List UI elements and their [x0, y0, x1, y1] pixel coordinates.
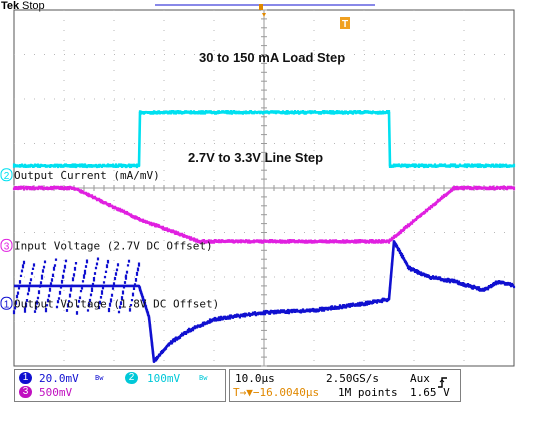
channel-marker-text-ch2: 2: [4, 171, 10, 182]
channel-name-ch3: Input Voltage (2.7V DC Offset): [14, 239, 213, 252]
waveform-plot: T 2 Output Current (mA/mV) 3 Input Voltage …: [0, 4, 516, 367]
acquisition-status: Stop: [22, 0, 45, 12]
trigger-position-arrow: [262, 13, 266, 17]
status-footer: 1 20.0mV Bw 2 100mV Bw 3 500mV 10.0µs 2.…: [0, 368, 533, 421]
channel-marker-text-ch1: 1: [4, 299, 10, 310]
record-position-marker: [259, 4, 263, 10]
trace-labels: 2 Output Current (mA/mV) 3 Input Voltage (2…: [0, 50, 345, 310]
trace-label-ch2: 2 Output Current (mA/mV): [0, 168, 160, 182]
rising-edge-icon: [438, 373, 448, 388]
brand-label: Tek: [1, 0, 20, 12]
ch2-badge: 2: [125, 372, 138, 384]
traces: [12, 110, 516, 363]
ch2-bandwidth-suffix: Bw: [199, 374, 208, 382]
channel-scale-panel: 1 20.0mV Bw 2 100mV Bw 3 500mV: [14, 369, 226, 402]
trigger-source: Aux: [410, 372, 430, 385]
annotation-1: 30 to 150 mA Load Step: [199, 50, 345, 65]
trace-label-ch1: 1 Output Voltage (1.8V DC Offset): [0, 296, 219, 310]
channel-marker-text-ch3: 3: [4, 241, 10, 252]
trace-ch1-envelope: [14, 240, 515, 363]
ch1-scale: 20.0mV: [39, 372, 79, 385]
annotation-2: 2.7V to 3.3V Line Step: [188, 150, 323, 165]
trigger-marker-letter: T: [342, 19, 348, 30]
ch3-scale: 500mV: [39, 386, 73, 399]
ch3-badge: 3: [19, 386, 32, 398]
ch1-badge: 1: [19, 372, 32, 384]
trigger-marker-t: [340, 17, 350, 29]
channel-name-ch2: Output Current (mA/mV): [14, 169, 160, 182]
channel-marker-ch3: [0, 238, 13, 252]
markers: T: [155, 4, 375, 30]
ch2-scale: 100mV: [147, 372, 181, 385]
trace-ch2-envelope: [14, 111, 514, 168]
channel-marker-ch2: [0, 168, 13, 182]
trigger-position: T→▼−16.0040µs: [233, 386, 320, 399]
sample-rate: 2.50GS/s: [326, 372, 379, 385]
trace-ch3-envelope: [14, 186, 514, 243]
timebase: 10.0µs: [235, 372, 275, 385]
acquisition-panel: 10.0µs 2.50GS/s Aux T→▼−16.0040µs 1M poi…: [229, 369, 461, 402]
trigger-level: 1.65 V: [410, 386, 450, 399]
trace-label-ch3: 3 Input Voltage (2.7V DC Offset): [0, 238, 213, 252]
ch1-bandwidth-suffix: Bw: [95, 374, 104, 382]
channel-marker-ch1: [0, 296, 13, 310]
channel-name-ch1: Output Voltage (1.8V DC Offset): [14, 297, 219, 310]
record-length: 1M points: [338, 386, 398, 399]
